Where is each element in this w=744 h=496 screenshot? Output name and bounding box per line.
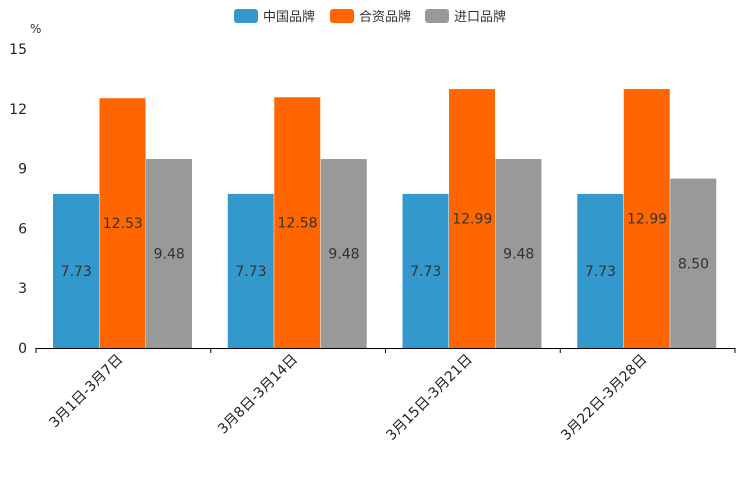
y-tick-label: 9 [18, 162, 27, 178]
x-axis-ticks: 3月1日-3月7日 3月8日-3月14日 3月15日-3月21日 3月22日-3月28… [35, 348, 736, 444]
data-label: 12.53 [103, 216, 143, 232]
data-label: 12.99 [452, 212, 492, 228]
bar-3-1 [146, 159, 192, 348]
data-label: 9.48 [328, 247, 359, 263]
bar-1-2 [227, 193, 274, 348]
bar-1-4 [577, 193, 624, 348]
bar-2-1 [99, 98, 146, 348]
data-label: 7.73 [410, 264, 441, 280]
x-tick-label: 3月1日-3月7日 [47, 352, 127, 432]
x-tick-label: 3月15日-3月21日 [383, 352, 475, 444]
legend-swatch [330, 9, 354, 23]
legend-swatch [425, 9, 449, 23]
data-label: 7.73 [235, 264, 266, 280]
bar-3-4 [670, 178, 717, 348]
legend-swatch [234, 9, 258, 23]
legend-label: 中国品牌 [263, 9, 315, 25]
bars [53, 89, 717, 348]
legend-label: 进口品牌 [454, 9, 506, 25]
bar-2-2 [274, 97, 321, 348]
y-tick-label: 6 [18, 221, 27, 237]
data-label: 9.48 [503, 247, 534, 263]
y-axis-ticks: 0 3 6 9 12 15 [9, 42, 27, 357]
data-label: 9.48 [154, 247, 185, 263]
bar-1-3 [402, 193, 449, 348]
data-label: 12.58 [277, 216, 317, 232]
legend: 中国品牌 合资品牌 进口品牌 [234, 9, 506, 25]
data-label: 12.99 [627, 212, 667, 228]
legend-label: 合资品牌 [359, 9, 411, 25]
bar-2-3 [449, 89, 495, 348]
bar-1-1 [53, 193, 99, 348]
y-tick-label: 0 [18, 341, 27, 357]
bar-3-2 [320, 159, 367, 348]
data-label: 8.50 [678, 256, 709, 272]
bar-3-3 [495, 159, 542, 348]
y-axis-unit-label: % [30, 22, 41, 36]
x-tick-label: 3月22日-3月28日 [558, 352, 650, 444]
y-tick-label: 12 [9, 102, 27, 118]
bar-2-4 [623, 89, 670, 348]
data-label: 7.73 [61, 264, 92, 280]
y-tick-label: 15 [9, 42, 27, 58]
data-labels: 7.73 12.53 9.48 7.73 12.58 9.48 7.73 12.99 9.48 7… [61, 212, 709, 280]
y-tick-label: 3 [18, 281, 27, 297]
data-label: 7.73 [585, 264, 616, 280]
x-tick-label: 3月8日-3月14日 [215, 352, 301, 438]
